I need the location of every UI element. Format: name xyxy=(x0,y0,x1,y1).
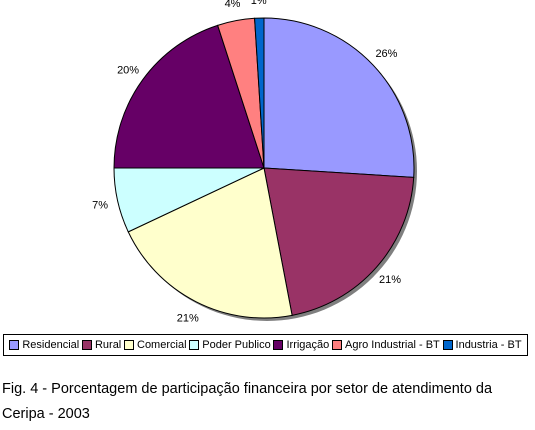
legend-item-poder-publico: Poder Publico xyxy=(189,339,271,351)
legend-label-residencial: Residencial xyxy=(22,339,80,351)
legend-swatch-comercial xyxy=(124,340,134,350)
slice-label-residencial: 26% xyxy=(375,48,397,60)
legend-label-rural: Rural xyxy=(94,339,122,351)
caption-line-1: Fig. 4 - Porcentagem de participação fin… xyxy=(2,381,493,397)
pie-slice-comercial xyxy=(127,167,293,319)
slice-label-industria: 1% xyxy=(251,0,267,7)
legend-item-comercial: Comercial xyxy=(124,339,187,351)
legend-swatch-rural xyxy=(81,340,92,350)
slice-label-agro-industrial: 4% xyxy=(225,0,241,10)
legend-item-irrigacao: Irrigação xyxy=(273,339,329,351)
pie-slice-irrigacao xyxy=(113,24,265,169)
slice-label-irrigacao: 20% xyxy=(117,64,139,76)
pie-slice-industria xyxy=(254,17,265,169)
pie-slice-residencial xyxy=(263,17,415,178)
legend-label-irrigacao: Irrigação xyxy=(286,339,330,351)
caption-line-2: Ceripa - 2003 xyxy=(2,406,90,422)
legend-label-agro-industrial: Agro Industrial - BT xyxy=(345,339,440,351)
legend-swatch-irrigacao xyxy=(273,340,284,350)
figure-caption: Fig. 4 - Porcentagem de participação fin… xyxy=(2,377,532,427)
slice-label-poder-publico: 7% xyxy=(92,200,108,212)
legend-item-industria: Industria - BT xyxy=(442,339,522,351)
slice-label-comercial: 21% xyxy=(177,313,199,325)
legend-label-industria: Industria - BT xyxy=(455,339,522,351)
legend-item-agro-industrial: Agro Industrial - BT xyxy=(332,339,440,351)
legend-swatch-residencial xyxy=(9,340,20,350)
legend-label-comercial: Comercial xyxy=(137,339,187,351)
legend-label-poder-publico: Poder Publico xyxy=(202,339,271,351)
legend-swatch-poder-publico xyxy=(189,340,200,350)
legend-swatch-industria xyxy=(442,340,453,350)
pie-slice-rural xyxy=(263,167,415,316)
pie-chart: 26% 21% 21% 7% 20% 4% 1% xyxy=(92,0,417,325)
legend-swatch-agro-industrial xyxy=(332,340,343,350)
slice-label-rural: 21% xyxy=(379,274,401,286)
legend-item-residencial: Residencial xyxy=(9,339,79,351)
chart-legend: Residencial Rural Comercial Poder Public… xyxy=(3,334,528,356)
legend-item-rural: Rural xyxy=(81,339,122,351)
